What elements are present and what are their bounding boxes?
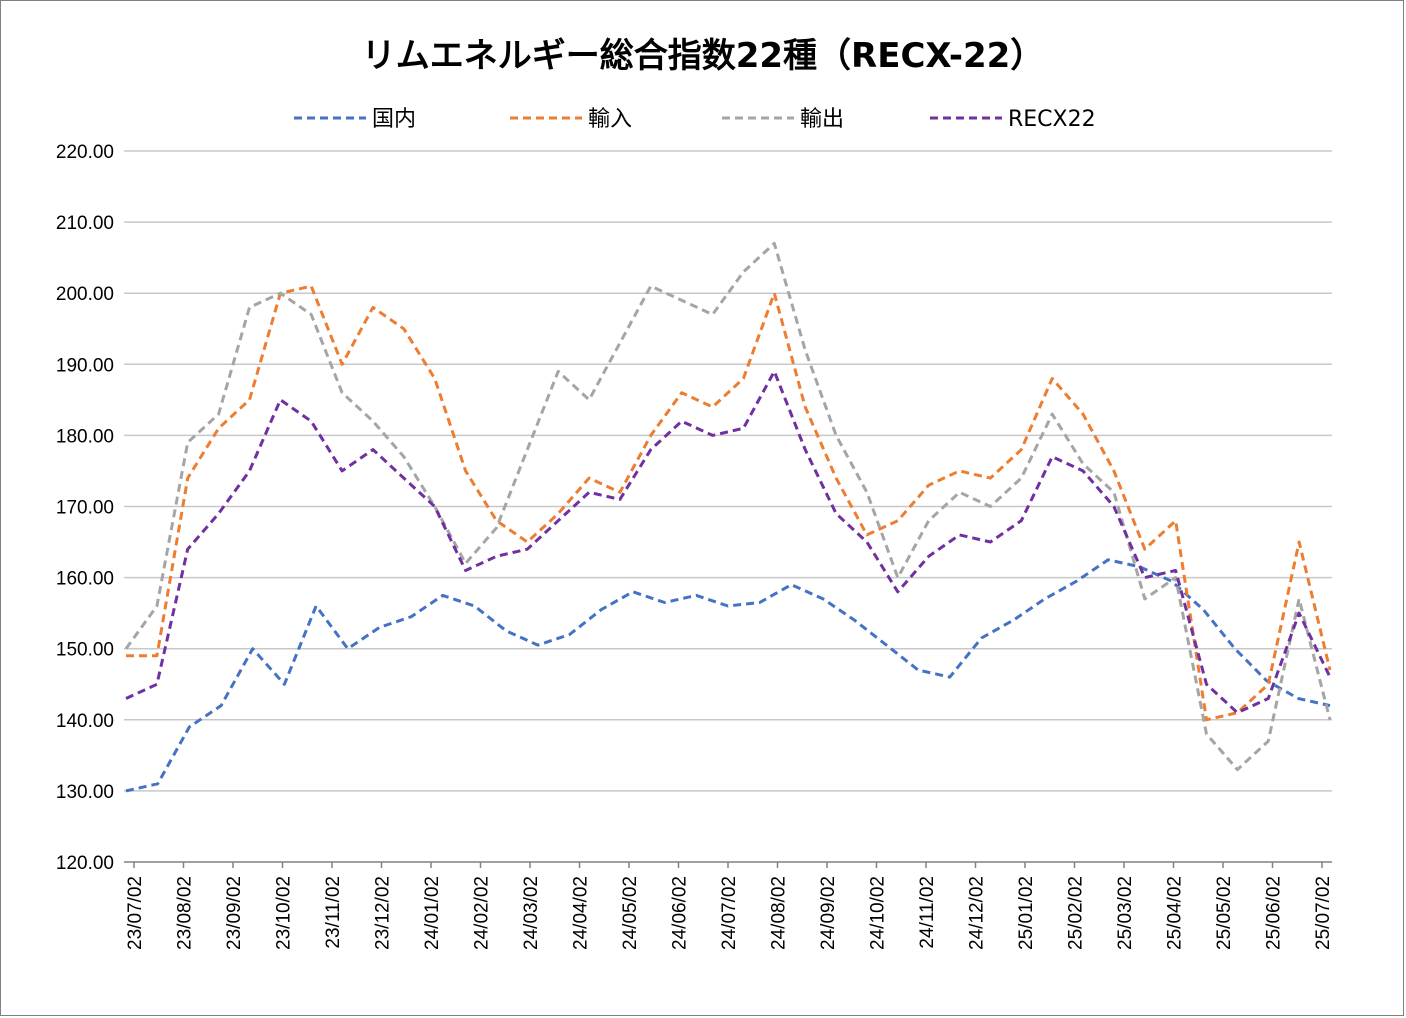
y-tick-label: 150.00 <box>56 640 114 661</box>
x-tick-label: 25/05/02 <box>1214 876 1235 950</box>
x-tick-label: 24/12/02 <box>967 876 988 950</box>
series-line-3 <box>125 369 1332 715</box>
x-tick-label: 24/05/02 <box>620 876 641 950</box>
x-tick-label: 24/07/02 <box>719 876 740 950</box>
x-tick-label: 24/04/02 <box>571 876 592 950</box>
x-tick-label: 24/02/02 <box>472 876 493 950</box>
x-tick-label: 24/11/02 <box>917 876 938 949</box>
legend-label: RECX22 <box>1008 107 1096 132</box>
x-axis-ticks: 23/07/02 23/08/02 23/09/02 23/10/02 23/11/02… <box>125 862 1334 950</box>
y-tick-label: 200.00 <box>56 284 114 305</box>
y-tick-label: 190.00 <box>56 355 114 376</box>
x-tick-label: 23/12/02 <box>373 876 394 950</box>
x-tick-label: 23/10/02 <box>274 876 295 950</box>
y-tick-label: 210.00 <box>56 213 114 234</box>
legend-label: 国内 <box>372 107 416 132</box>
x-tick-label: 25/06/02 <box>1264 876 1285 950</box>
x-tick-label: 25/03/02 <box>1115 876 1136 950</box>
x-tick-label: 24/08/02 <box>769 876 790 950</box>
x-tick-label: 25/07/02 <box>1313 876 1334 950</box>
x-tick-label: 23/09/02 <box>224 876 245 950</box>
x-tick-label: 24/09/02 <box>818 876 839 950</box>
y-tick-label: 140.00 <box>56 711 114 732</box>
series-line-1 <box>126 284 1332 722</box>
chart-title: リムエネルギー総合指数22種（RECX-22） <box>361 36 1045 76</box>
x-tick-label: 24/06/02 <box>670 876 691 950</box>
y-tick-label: 180.00 <box>56 426 114 447</box>
legend: 国内 輸入 輸出 RECX22 <box>294 107 1096 132</box>
x-tick-label: 23/07/02 <box>125 876 146 950</box>
x-tick-label: 24/03/02 <box>521 876 542 950</box>
x-tick-label: 24/10/02 <box>868 876 889 950</box>
legend-label: 輸入 <box>588 107 632 132</box>
series-line-0 <box>125 558 1331 793</box>
y-axis-ticks: 120.00 130.00 140.00 150.00 160.00 170.00 180.… <box>56 142 114 874</box>
y-tick-label: 220.00 <box>56 142 114 163</box>
x-tick-label: 25/04/02 <box>1165 876 1186 950</box>
legend-label: 輸出 <box>800 107 844 132</box>
x-tick-label: 24/01/02 <box>422 876 443 950</box>
x-tick-label: 23/11/02 <box>323 876 344 949</box>
y-tick-label: 130.00 <box>56 782 114 803</box>
x-tick-label: 23/08/02 <box>175 876 196 950</box>
x-tick-label: 25/02/02 <box>1066 876 1087 950</box>
gridlines <box>124 150 1332 863</box>
series-lines <box>124 241 1332 793</box>
y-tick-label: 120.00 <box>56 853 114 874</box>
x-tick-label: 25/01/02 <box>1016 876 1037 950</box>
y-tick-label: 160.00 <box>56 569 114 590</box>
y-tick-label: 170.00 <box>56 498 114 519</box>
